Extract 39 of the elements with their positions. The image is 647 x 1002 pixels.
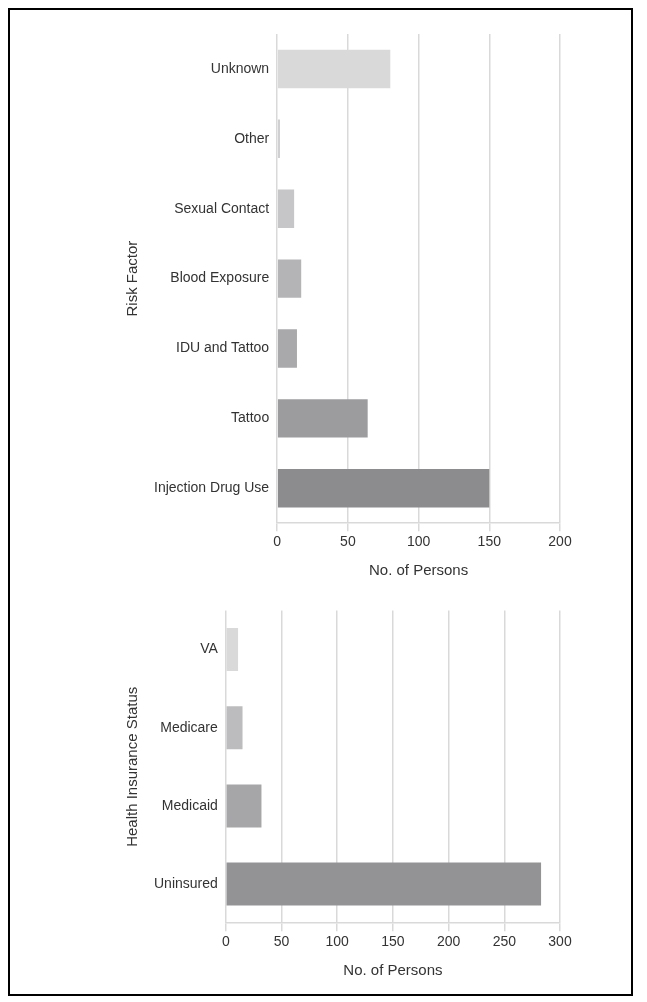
- bar: [277, 119, 280, 159]
- y-tick-label: Medicaid: [161, 796, 218, 813]
- bar: [226, 784, 262, 828]
- y-tick-label: Blood Exposure: [170, 269, 270, 286]
- x-tick-label: 50: [273, 933, 290, 950]
- x-tick-label: 0: [221, 933, 230, 950]
- bar: [277, 469, 490, 508]
- x-tick-label: 100: [406, 533, 431, 550]
- x-tick-label: 200: [548, 533, 572, 550]
- bar: [277, 399, 368, 438]
- bar: [277, 259, 302, 298]
- y-tick-label: Injection Drug Use: [153, 479, 270, 496]
- y-tick-label: Tattoo: [231, 409, 270, 426]
- x-tick-label: 300: [548, 933, 572, 950]
- y-tick-label: Uninsured: [153, 874, 218, 891]
- bar: [226, 706, 243, 750]
- x-axis-title: No. of Persons: [368, 561, 469, 579]
- bar: [226, 628, 239, 672]
- figure-frame: No. of Persons Risk Factor 0 50 100 150 200 Unknown Other Sexual Contact Blood Exposure IDU and Tattoo Tattoo Injection Drug Use No. of Persons Health Insurance Status 0 50 100 150 200 250 300 VA Medicare Medicaid Uninsured: [8, 8, 633, 996]
- x-tick-label: 100: [325, 933, 350, 950]
- bar: [226, 862, 542, 906]
- x-tick-label: 0: [273, 533, 282, 550]
- bar: [277, 49, 391, 89]
- y-axis-title: Risk Factor: [123, 240, 141, 317]
- bar: [277, 189, 295, 228]
- y-tick-label: Unknown: [210, 59, 270, 76]
- x-tick-label: 200: [436, 933, 461, 950]
- y-tick-label: IDU and Tattoo: [176, 339, 270, 356]
- x-tick-label: 150: [381, 933, 405, 950]
- y-tick-label: Other: [234, 129, 270, 146]
- x-axis-title: No. of Persons: [343, 961, 443, 979]
- y-tick-label: Medicare: [160, 718, 219, 735]
- y-tick-label: Sexual Contact: [174, 199, 270, 216]
- x-tick-label: 50: [340, 533, 356, 550]
- y-axis-title: Health Insurance Status: [123, 686, 141, 847]
- y-tick-label: VA: [200, 640, 219, 657]
- x-tick-label: 250: [492, 933, 517, 950]
- x-tick-label: 150: [477, 533, 502, 550]
- bar: [277, 329, 297, 368]
